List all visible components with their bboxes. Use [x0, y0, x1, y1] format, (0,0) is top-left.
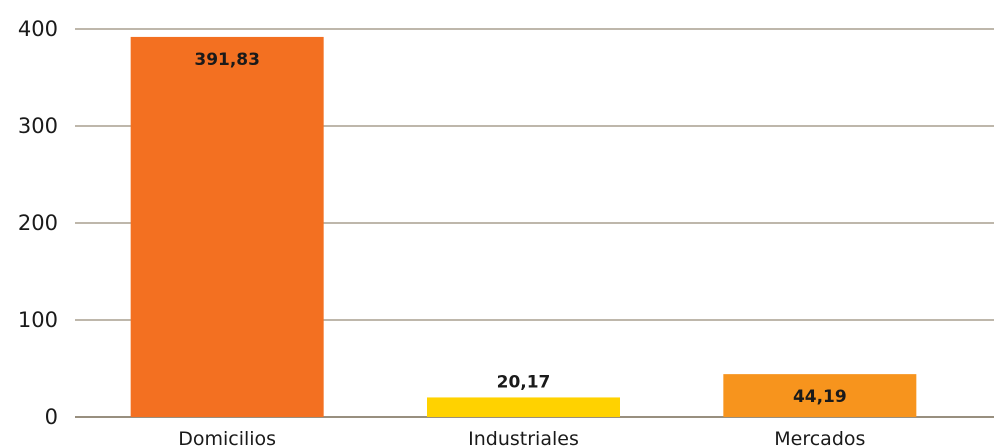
bar-domicilios [130, 36, 324, 418]
category-label-industriales: Industriales [468, 428, 579, 448]
y-tick-label: 0 [45, 405, 58, 429]
x-axis-category-labels: Domicilios Industriales Mercados [178, 428, 865, 448]
data-labels: 391,83 20,17 44,19 [194, 50, 846, 407]
y-tick-label: 300 [18, 114, 58, 138]
bar-mercados [723, 374, 917, 417]
bar-industriales [427, 397, 620, 417]
data-label-domicilios: 391,83 [194, 50, 260, 70]
y-tick-label: 400 [18, 17, 58, 41]
y-tick-label: 100 [18, 308, 58, 332]
category-label-domicilios: Domicilios [178, 428, 276, 448]
data-label-mercados: 44,19 [793, 387, 847, 407]
y-tick-label: 200 [18, 211, 58, 235]
category-label-mercados: Mercados [774, 428, 865, 448]
bars [130, 36, 917, 418]
y-axis-tick-labels: 0 100 200 300 400 [18, 17, 58, 429]
data-label-industriales: 20,17 [497, 372, 551, 392]
